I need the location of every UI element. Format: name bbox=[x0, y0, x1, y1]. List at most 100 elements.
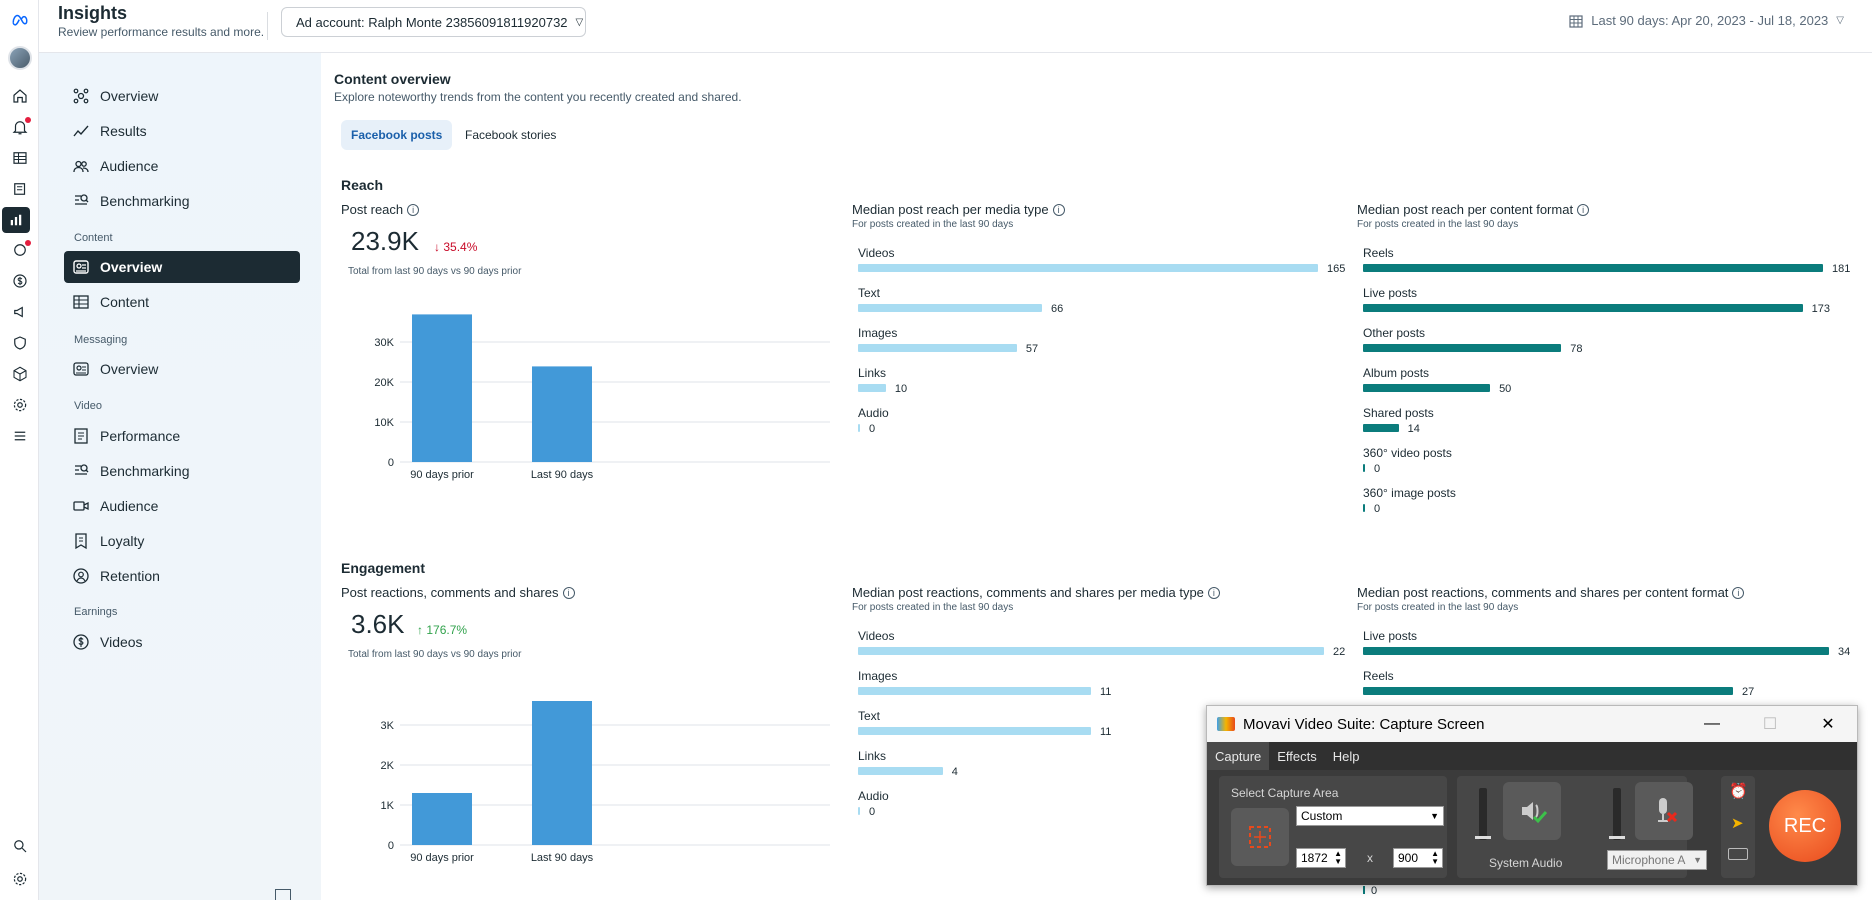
bar[interactable] bbox=[858, 647, 1324, 655]
bar[interactable] bbox=[412, 314, 472, 462]
info-icon[interactable]: i bbox=[562, 586, 575, 599]
info-icon[interactable]: i bbox=[1577, 203, 1590, 216]
info-icon[interactable]: i bbox=[1732, 586, 1745, 599]
home-icon[interactable] bbox=[0, 84, 39, 108]
cursor-icon[interactable]: ➤ bbox=[1731, 815, 1744, 832]
nav-audience[interactable]: Audience bbox=[64, 150, 300, 182]
info-icon[interactable]: i bbox=[1052, 203, 1065, 216]
ad-account-label: Ad account: Ralph Monte 2385609181192073… bbox=[296, 14, 568, 30]
nav-video-audience[interactable]: Audience bbox=[64, 490, 300, 522]
bar[interactable] bbox=[1363, 464, 1365, 472]
microphone-select[interactable]: Microphone A ▼ bbox=[1607, 850, 1707, 870]
select-area-button[interactable] bbox=[1231, 808, 1289, 866]
bar[interactable] bbox=[858, 687, 1091, 695]
bar[interactable] bbox=[858, 807, 860, 815]
capture-height-input[interactable]: 900 ▲ ▼ bbox=[1393, 848, 1443, 868]
info-icon[interactable]: i bbox=[407, 203, 420, 216]
bar-label: Videos bbox=[858, 629, 895, 643]
avatar[interactable] bbox=[0, 46, 39, 70]
bar[interactable] bbox=[858, 424, 860, 432]
capture-preset-select[interactable]: Custom ▼ bbox=[1296, 806, 1444, 826]
overview-icon bbox=[73, 88, 89, 104]
nav-video-retention[interactable]: Retention bbox=[64, 560, 300, 592]
menu-icon[interactable] bbox=[0, 424, 39, 448]
microphone-volume-slider[interactable] bbox=[1609, 788, 1625, 840]
y-tick-label: 20K bbox=[374, 377, 394, 389]
nav-video-performance[interactable]: Performance bbox=[64, 420, 300, 452]
bar[interactable] bbox=[858, 767, 943, 775]
movavi-title-bar: Movavi Video Suite: Capture Screen — ☐ ✕ bbox=[1207, 706, 1857, 742]
engagement-section-title: Engagement bbox=[341, 560, 426, 576]
bar-label: Album posts bbox=[1363, 366, 1430, 380]
info-icon[interactable]: i bbox=[1207, 586, 1220, 599]
cube-icon[interactable] bbox=[0, 362, 39, 386]
system-audio-toggle[interactable] bbox=[1503, 782, 1561, 840]
settings-icon[interactable] bbox=[0, 393, 39, 417]
bar[interactable] bbox=[1363, 344, 1562, 352]
bar[interactable] bbox=[858, 727, 1091, 735]
nav-video-loyalty[interactable]: Loyalty bbox=[64, 525, 300, 557]
insights-icon[interactable] bbox=[2, 207, 30, 233]
bar-value: 0 bbox=[869, 806, 876, 818]
alarm-clock-icon[interactable]: ⏰ bbox=[1729, 783, 1748, 800]
bar[interactable] bbox=[1363, 304, 1803, 312]
nav-label: Videos bbox=[100, 634, 143, 650]
spinner-icon[interactable]: ▲ ▼ bbox=[1334, 849, 1342, 866]
nav-video-benchmarking[interactable]: Benchmarking bbox=[64, 455, 300, 487]
record-button[interactable]: REC bbox=[1769, 790, 1841, 862]
meta-logo-icon[interactable] bbox=[0, 8, 39, 32]
monetization-icon[interactable] bbox=[0, 269, 39, 293]
bar[interactable] bbox=[858, 344, 1017, 352]
capture-width-input[interactable]: 1872 ▲ ▼ bbox=[1296, 848, 1346, 868]
y-tick-label: 3K bbox=[381, 720, 395, 732]
bar[interactable] bbox=[532, 701, 592, 845]
shield-icon[interactable] bbox=[0, 331, 39, 355]
table-icon[interactable] bbox=[0, 146, 39, 170]
notifications-icon[interactable] bbox=[0, 115, 39, 139]
bar[interactable] bbox=[1363, 264, 1823, 272]
collapse-sidebar-icon[interactable] bbox=[275, 889, 291, 900]
minimize-icon[interactable]: — bbox=[1704, 715, 1720, 732]
menu-capture[interactable]: Capture bbox=[1207, 742, 1270, 770]
menu-effects[interactable]: Effects bbox=[1277, 748, 1317, 764]
ad-account-selector[interactable]: Ad account: Ralph Monte 2385609181192073… bbox=[281, 7, 586, 37]
page-subtitle: Review performance results and more. bbox=[58, 25, 265, 39]
tab-facebook-stories[interactable]: Facebook stories bbox=[465, 128, 557, 142]
nav-content-overview[interactable]: Overview bbox=[64, 251, 300, 283]
format-reach-subtitle: For posts created in the last 90 days bbox=[1357, 219, 1519, 230]
spinner-icon[interactable]: ▲ ▼ bbox=[1431, 849, 1439, 866]
bar[interactable] bbox=[858, 304, 1042, 312]
menu-help[interactable]: Help bbox=[1332, 748, 1360, 764]
movavi-menu-bar: Capture Effects Help bbox=[1207, 742, 1857, 770]
bar[interactable] bbox=[1363, 647, 1829, 655]
bar[interactable] bbox=[1363, 384, 1491, 392]
bar[interactable] bbox=[1363, 504, 1365, 512]
nav-content[interactable]: Content bbox=[64, 286, 300, 318]
search-icon[interactable] bbox=[0, 834, 39, 858]
bar-label: Live posts bbox=[1363, 286, 1418, 300]
tab-facebook-posts[interactable]: Facebook posts bbox=[341, 120, 453, 150]
keyboard-icon[interactable] bbox=[1728, 848, 1748, 860]
nav-overview[interactable]: Overview bbox=[64, 80, 300, 112]
bar[interactable] bbox=[412, 793, 472, 845]
close-icon[interactable]: ✕ bbox=[1821, 716, 1835, 733]
nav-benchmarking[interactable]: Benchmarking bbox=[64, 185, 300, 217]
bar[interactable] bbox=[1363, 424, 1399, 432]
pages-icon[interactable] bbox=[0, 177, 39, 201]
megaphone-icon[interactable] bbox=[0, 300, 39, 324]
y-tick-label: 1K bbox=[381, 800, 395, 812]
gear-icon[interactable] bbox=[0, 867, 39, 891]
format-engagement-label: Median post reactions, comments and shar… bbox=[1357, 585, 1729, 600]
bar[interactable] bbox=[532, 366, 592, 462]
bar[interactable] bbox=[858, 384, 886, 392]
bar[interactable] bbox=[1363, 687, 1734, 695]
nav-messaging-overview[interactable]: Overview bbox=[64, 353, 300, 385]
messages-icon[interactable] bbox=[0, 238, 39, 262]
maximize-icon[interactable]: ☐ bbox=[1762, 716, 1778, 733]
bar[interactable] bbox=[858, 264, 1318, 272]
nav-results[interactable]: Results bbox=[64, 115, 300, 147]
microphone-toggle[interactable] bbox=[1635, 782, 1693, 840]
date-range-picker[interactable]: Last 90 days: Apr 20, 2023 - Jul 18, 202… bbox=[1569, 13, 1844, 28]
system-audio-volume-slider[interactable] bbox=[1475, 788, 1491, 840]
nav-earnings-videos[interactable]: Videos bbox=[64, 626, 300, 658]
